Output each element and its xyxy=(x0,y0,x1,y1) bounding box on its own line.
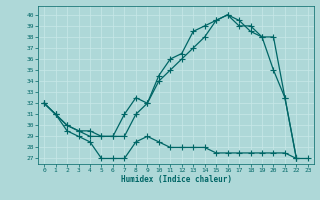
X-axis label: Humidex (Indice chaleur): Humidex (Indice chaleur) xyxy=(121,175,231,184)
